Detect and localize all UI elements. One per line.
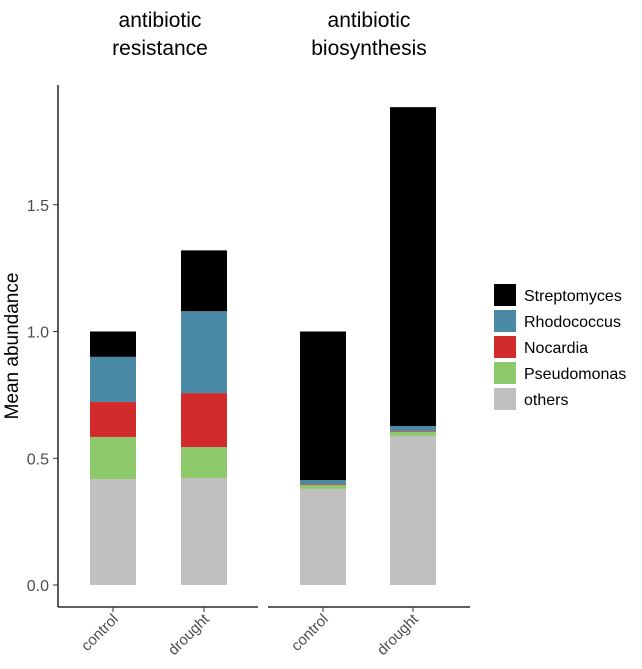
bar-segment-rhodococcus bbox=[181, 311, 227, 394]
bar-segment-streptomyces bbox=[90, 331, 136, 357]
bar-segment-rhodococcus bbox=[90, 356, 136, 402]
bar-segment-nocardia bbox=[90, 401, 136, 437]
bar-segment-pseudomonas bbox=[90, 436, 136, 480]
legend-key-rhodococcus bbox=[494, 310, 516, 332]
bar-segment-rhodococcus bbox=[300, 480, 346, 485]
bar-segment-others bbox=[90, 479, 136, 585]
x-tick-label: control bbox=[78, 611, 122, 655]
x-tick-label: drought bbox=[165, 610, 214, 659]
x-tick-label: control bbox=[288, 611, 332, 655]
panel-title: biosynthesis bbox=[311, 37, 427, 60]
legend-key-others bbox=[494, 388, 516, 410]
bar-segment-streptomyces bbox=[181, 250, 227, 312]
panel-title: antibiotic bbox=[119, 9, 202, 32]
y-axis-label: Mean abundance bbox=[2, 273, 23, 420]
x-tick-label: drought bbox=[374, 610, 423, 659]
bar-segment-others bbox=[300, 488, 346, 585]
legend-key-streptomyces bbox=[494, 284, 516, 306]
bar-segment-pseudomonas bbox=[390, 431, 436, 436]
y-tick-label: 0.0 bbox=[27, 578, 49, 595]
legend-label: Pseudomonas bbox=[524, 366, 626, 383]
y-tick-label: 0.5 bbox=[27, 451, 49, 468]
legend-key-nocardia bbox=[494, 336, 516, 358]
bar-segment-pseudomonas bbox=[181, 447, 227, 479]
legend-label: Streptomyces bbox=[524, 288, 622, 305]
bar-segment-nocardia bbox=[390, 431, 436, 432]
legend-label: others bbox=[524, 392, 568, 409]
panel-title: resistance bbox=[112, 37, 208, 60]
y-tick-label: 1.5 bbox=[27, 198, 49, 215]
legend-key-pseudomonas bbox=[494, 362, 516, 384]
bar-segment-rhodococcus bbox=[390, 426, 436, 432]
bar-segment-nocardia bbox=[181, 393, 227, 448]
bar-segment-nocardia bbox=[300, 484, 346, 486]
bar-segment-streptomyces bbox=[390, 107, 436, 427]
legend-label: Nocardia bbox=[524, 340, 588, 357]
panel-title: antibiotic bbox=[328, 9, 411, 32]
bar-segment-streptomyces bbox=[300, 331, 346, 481]
y-tick-label: 1.0 bbox=[27, 325, 49, 342]
bar-segment-others bbox=[181, 478, 227, 585]
bar-segment-others bbox=[390, 435, 436, 585]
legend-label: Rhodococcus bbox=[524, 314, 621, 331]
bar-segment-pseudomonas bbox=[300, 485, 346, 489]
